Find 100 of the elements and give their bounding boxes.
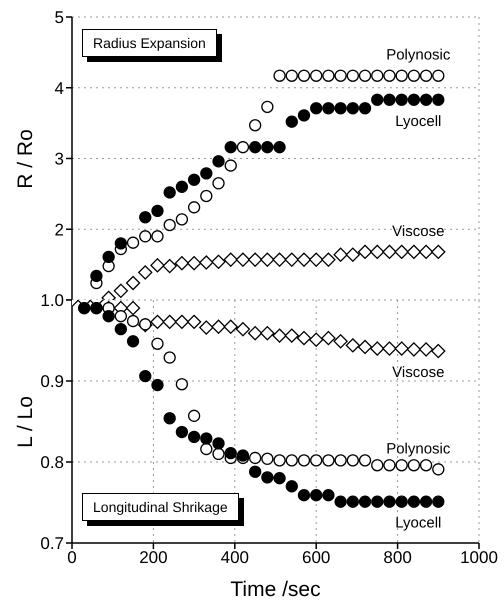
point [139,230,152,242]
point [151,204,164,218]
x-axis-title: Time /sec [230,578,321,601]
point [188,174,200,186]
point [261,471,274,484]
point [396,496,408,508]
point [126,335,140,348]
point [371,496,384,508]
point [174,314,190,330]
point [431,344,446,358]
point [310,70,322,82]
point [126,236,140,249]
point [200,167,212,180]
point [164,351,176,364]
point [382,244,397,260]
point [273,472,286,484]
point [176,213,188,226]
point [396,94,408,106]
point [139,211,152,224]
point [114,310,127,322]
point [139,318,152,330]
point [164,186,176,199]
point [272,252,287,267]
point [138,265,152,280]
point [150,258,165,272]
point [321,252,336,267]
point [126,276,140,290]
point [114,237,127,250]
point [164,218,176,232]
point [346,496,359,508]
series-label: Viscose [392,364,444,382]
point [346,70,359,82]
point [212,437,225,450]
y-tick-label: 0.9 [40,372,64,392]
point [212,448,225,460]
point [333,334,348,348]
point [334,454,347,467]
point [236,141,250,154]
x-tick-label: 600 [302,548,330,568]
x-tick-label: 0 [67,548,77,568]
point [176,378,188,390]
point [273,70,286,82]
point [408,94,420,106]
point [188,430,200,444]
point [261,100,274,114]
point [431,244,446,260]
point [261,452,274,465]
point [151,230,164,242]
point [432,94,444,106]
x-tick-label: 400 [220,548,249,568]
y-tick-label: 2 [54,220,64,240]
point [114,323,127,336]
point [286,116,298,128]
point [151,378,164,392]
point [358,454,372,467]
point [333,248,348,262]
point [286,480,298,492]
point [298,70,310,82]
point [371,459,384,472]
point [394,244,409,260]
point [406,342,422,357]
x-tick-label: 800 [383,548,412,568]
point [176,426,188,438]
point [236,252,250,267]
point [164,412,176,424]
y-tick-label: 4 [54,78,64,98]
point [284,328,299,343]
point [371,70,384,82]
point [383,459,396,472]
point [200,442,212,456]
point [383,94,396,106]
point [346,454,359,467]
point [432,70,444,82]
point [420,459,432,472]
series-label: Polynosic [386,46,451,64]
point [126,300,140,316]
series-label: Lyocell [395,112,442,130]
point [309,252,324,267]
point [322,102,335,114]
point [298,489,310,502]
point [432,496,444,508]
point [114,284,128,298]
point [236,322,250,336]
point [310,102,322,114]
point [418,244,434,260]
point [174,256,190,270]
point [408,496,420,508]
point [188,410,200,422]
point [211,320,226,334]
point [321,330,336,346]
point [249,119,262,132]
y-tick-label: 0.8 [40,453,64,472]
point [408,459,420,472]
point [334,496,347,508]
point [284,252,299,267]
point [224,141,237,154]
point [310,489,322,502]
point [224,320,238,334]
annotation: Radius Expansion [82,29,217,57]
point [358,340,372,354]
